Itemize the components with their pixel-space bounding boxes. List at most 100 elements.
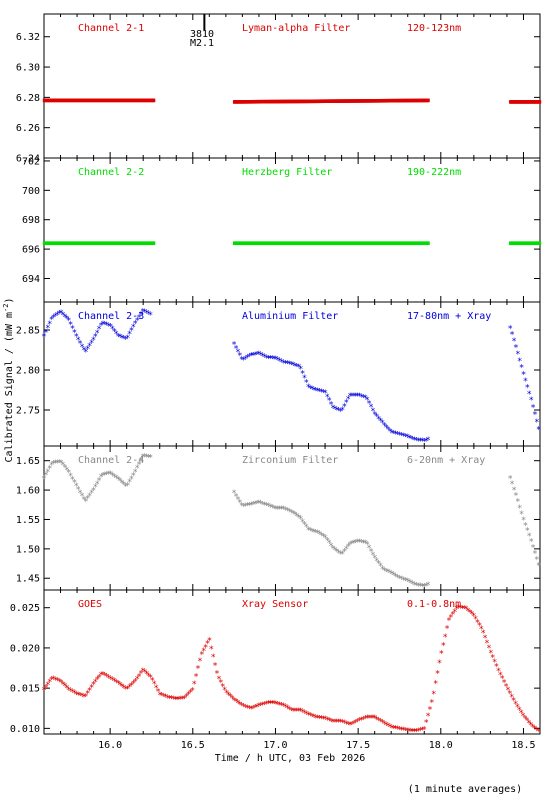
data-point: *: [325, 716, 330, 726]
data-point: *: [309, 712, 314, 722]
data-point: *: [58, 678, 63, 688]
data-point: *: [372, 714, 377, 724]
data-point: *: [372, 554, 377, 564]
data-point: *: [328, 717, 333, 727]
data-point: *: [91, 681, 96, 691]
data-point: *: [363, 394, 368, 404]
data-point: *: [260, 500, 265, 510]
data-point: *: [64, 466, 69, 476]
data-point: *: [530, 543, 535, 553]
data-point: *: [68, 687, 73, 697]
data-point: *: [378, 417, 383, 427]
data-point: *: [519, 510, 524, 520]
data-point: *: [66, 469, 71, 479]
data-point: *: [148, 311, 153, 321]
data-point: *: [298, 707, 303, 717]
data-point: *: [108, 470, 113, 480]
data-point: *: [47, 320, 52, 330]
data-point: *: [212, 661, 217, 671]
data-point: *: [513, 492, 518, 502]
data-point: *: [91, 487, 96, 497]
data-point: *: [313, 528, 318, 538]
data-point: *: [275, 505, 280, 515]
data-point: *: [534, 556, 539, 566]
panel-label-3: 120-123nm: [407, 23, 461, 34]
data-point: *: [93, 332, 98, 342]
data-point: *: [368, 403, 373, 413]
data-point: *: [317, 714, 322, 724]
y-tick-label: 6.32: [16, 32, 40, 43]
data-point: *: [237, 700, 242, 710]
data-point: *: [412, 728, 417, 738]
data-point: *: [370, 714, 375, 724]
data-point: *: [249, 501, 254, 511]
data-point: *: [47, 678, 52, 688]
data-point: *: [277, 701, 282, 711]
data-point: *: [119, 682, 124, 692]
data-point: *: [351, 719, 356, 729]
data-point: *: [142, 308, 147, 318]
data-point: *: [509, 331, 514, 341]
data-point: *: [273, 700, 278, 710]
data-point: *: [171, 695, 176, 705]
data-point: *: [74, 690, 79, 700]
data-point: *: [281, 359, 286, 369]
flare-marker-id: 3810: [190, 29, 214, 40]
data-point: *: [114, 474, 119, 484]
data-point: *: [336, 718, 341, 728]
panel-label-3: 17-80nm + Xray: [407, 311, 491, 322]
data-point: *: [385, 568, 390, 578]
data-point: *: [136, 313, 141, 323]
data-point: *: [410, 435, 415, 445]
data-point: *: [125, 685, 130, 695]
data-point: *: [72, 329, 77, 339]
data-point: *: [363, 715, 368, 725]
y-tick-label: 1.55: [16, 515, 40, 526]
data-point: *: [117, 681, 122, 691]
data-point: *: [268, 700, 273, 710]
data-point: *: [285, 507, 290, 517]
data-point: *: [515, 498, 520, 508]
data-point: *: [336, 407, 341, 417]
y-tick-label: 6.30: [16, 63, 40, 74]
data-point: *: [138, 310, 143, 320]
data-point: *: [178, 695, 183, 705]
data-point: *: [433, 680, 438, 690]
data-point: *: [414, 728, 419, 738]
data-point: *: [404, 577, 409, 587]
data-point: *: [393, 572, 398, 582]
data-point: *: [321, 715, 326, 725]
data-point: *: [146, 453, 151, 463]
data-point: *: [338, 407, 343, 417]
data-point: *: [260, 701, 265, 711]
data-point: *: [87, 342, 92, 352]
data-point: *: [399, 726, 404, 736]
data-point: *: [292, 707, 297, 717]
data-point: *: [100, 670, 105, 680]
data-point: *: [298, 365, 303, 375]
data-point: *: [342, 547, 347, 557]
data-point: *: [138, 457, 143, 467]
data-point: *: [104, 673, 109, 683]
data-point: *: [245, 354, 250, 364]
data-point: *: [450, 611, 455, 621]
data-point: *: [325, 393, 330, 403]
data-point: *: [172, 695, 177, 705]
data-point: *: [353, 718, 358, 728]
data-point: *: [527, 532, 532, 542]
data-point: *: [376, 560, 381, 570]
data-point: *: [525, 527, 530, 537]
data-point: *: [496, 667, 501, 677]
data-point: *: [235, 495, 240, 505]
data-point: *: [121, 684, 126, 694]
data-point: *: [505, 686, 510, 696]
data-point: *: [176, 695, 181, 705]
data-point: *: [98, 321, 103, 331]
data-point: *: [49, 676, 54, 686]
data-point: *: [55, 677, 60, 687]
data-point: *: [521, 516, 526, 526]
panel-1: 6.24 6.26 6.28 6.30 6.32 Channel 2-1 Lyman-alp…: [16, 13, 542, 165]
data-point: *: [448, 613, 453, 623]
data-point: *: [93, 483, 98, 493]
data-point: *: [79, 692, 84, 702]
